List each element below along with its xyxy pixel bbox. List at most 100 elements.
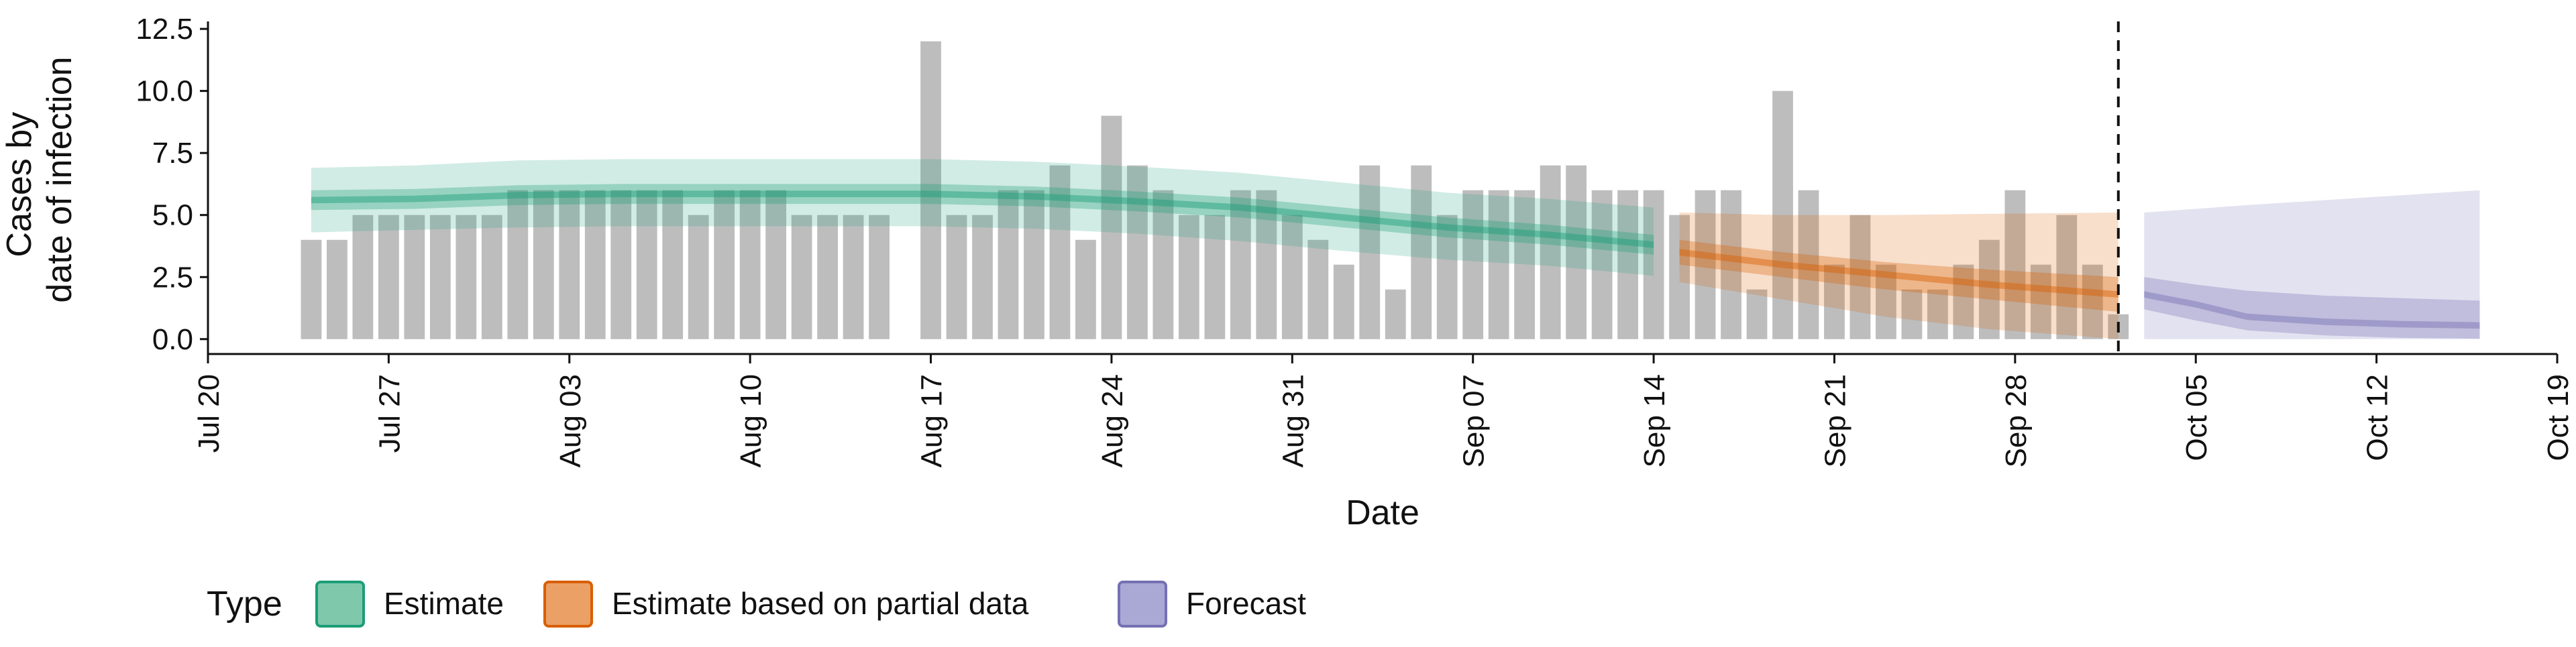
bar bbox=[1230, 190, 1251, 339]
band-median-forecast bbox=[2144, 291, 2480, 329]
bar bbox=[1849, 215, 1871, 339]
bar bbox=[1462, 190, 1484, 339]
band-median-estimate bbox=[311, 190, 1654, 248]
bar bbox=[327, 239, 347, 339]
bar bbox=[688, 215, 709, 339]
bar bbox=[1824, 264, 1845, 339]
band-outer-forecast bbox=[2144, 190, 2480, 339]
bar bbox=[1591, 190, 1613, 339]
bar bbox=[1204, 215, 1226, 339]
band-inner-estimate-based-on-partial-data bbox=[1679, 239, 2118, 312]
x-tick-label: Oct 05 bbox=[2180, 374, 2213, 461]
bar bbox=[481, 215, 502, 339]
bar bbox=[1411, 165, 1432, 339]
bar bbox=[1721, 190, 1741, 339]
legend: Type Estimate Estimate based on partial d… bbox=[207, 581, 1306, 628]
bar bbox=[972, 215, 993, 339]
bar bbox=[2004, 190, 2026, 339]
bar bbox=[1281, 215, 1303, 339]
bar bbox=[1024, 190, 1044, 339]
bar bbox=[636, 190, 657, 339]
bar bbox=[1643, 190, 1664, 339]
band-median-estimate-based-on-partial-data bbox=[1679, 249, 2118, 298]
legend-key bbox=[543, 581, 593, 628]
bar bbox=[1978, 239, 2000, 339]
bar bbox=[1772, 91, 1793, 339]
bar bbox=[352, 215, 374, 339]
bar bbox=[1488, 190, 1509, 339]
bar bbox=[1333, 264, 1354, 339]
x-tick-label: Aug 31 bbox=[1277, 374, 1309, 467]
bar bbox=[404, 215, 425, 339]
y-tick-label: 0.0 bbox=[152, 323, 193, 356]
y-tick-label: 7.5 bbox=[152, 137, 193, 170]
y-axis-title-line-2: date of infection bbox=[40, 56, 79, 302]
bar bbox=[739, 190, 761, 339]
bar bbox=[946, 215, 967, 339]
bar bbox=[662, 190, 684, 339]
band-outer-estimate bbox=[311, 159, 1654, 276]
y-tick-label: 5.0 bbox=[152, 199, 193, 232]
bar bbox=[843, 215, 864, 339]
bar bbox=[714, 190, 735, 339]
bar bbox=[1798, 190, 1819, 339]
bar bbox=[1049, 165, 1071, 339]
bar bbox=[1359, 165, 1381, 339]
bar bbox=[378, 215, 399, 339]
y-tick-label: 2.5 bbox=[152, 261, 193, 294]
x-tick-label: Sep 28 bbox=[2000, 374, 2033, 467]
bar bbox=[429, 215, 451, 339]
bar bbox=[1540, 165, 1561, 339]
bar bbox=[2056, 215, 2078, 339]
bar bbox=[1746, 289, 1768, 339]
bar bbox=[1307, 239, 1329, 339]
y-tick-label: 12.5 bbox=[136, 13, 193, 46]
bar bbox=[455, 215, 477, 339]
x-tick-label: Oct 12 bbox=[2361, 374, 2394, 461]
bar bbox=[1901, 289, 1923, 339]
bar bbox=[869, 215, 890, 339]
bar bbox=[533, 190, 554, 339]
y-ticks-layer: 0.0 2.5 5.0 7.5 10.0 12.5 bbox=[136, 13, 208, 356]
bar bbox=[765, 190, 787, 339]
x-ticks-layer: Jul 20 Jul 27 Aug 03 Aug 10 Aug 17 Aug 24 Aug … bbox=[193, 354, 2575, 467]
x-tick-label: Aug 24 bbox=[1096, 374, 1129, 467]
bar bbox=[1152, 190, 1174, 339]
bar bbox=[1514, 190, 1536, 339]
bar bbox=[1178, 215, 1199, 339]
bar bbox=[1695, 190, 1716, 339]
bar bbox=[1436, 215, 1458, 339]
x-tick-label: Sep 21 bbox=[1819, 374, 1851, 467]
x-tick-label: Sep 14 bbox=[1638, 374, 1671, 467]
y-axis-title: Cases by date of infection bbox=[0, 56, 79, 302]
bar bbox=[610, 190, 632, 339]
bar bbox=[1953, 264, 1974, 339]
bar bbox=[2082, 264, 2103, 339]
axes-layer bbox=[207, 21, 2557, 355]
bar bbox=[1075, 239, 1096, 339]
bands-layer bbox=[311, 159, 2480, 339]
legend-key bbox=[315, 581, 365, 628]
x-tick-label: Sep 07 bbox=[1458, 374, 1491, 467]
bar bbox=[1927, 289, 1948, 339]
y-tick-label: 10.0 bbox=[136, 75, 193, 108]
bar bbox=[301, 239, 322, 339]
bar bbox=[1669, 215, 1690, 339]
bar bbox=[1127, 165, 1148, 339]
legend-label: Forecast bbox=[1186, 586, 1306, 621]
x-tick-label: Oct 19 bbox=[2542, 374, 2575, 461]
bar bbox=[1256, 190, 1277, 339]
bar bbox=[920, 41, 941, 339]
x-tick-label: Aug 03 bbox=[554, 374, 587, 467]
x-axis-title: Date bbox=[1346, 493, 1419, 532]
x-tick-label: Jul 20 bbox=[193, 374, 225, 453]
y-axis-title-line-1: Cases by bbox=[0, 112, 39, 257]
bar bbox=[998, 190, 1019, 339]
legend-label: Estimate based on partial data bbox=[612, 586, 1029, 621]
bar bbox=[1101, 115, 1122, 339]
bar bbox=[559, 190, 580, 339]
band-outer-estimate-based-on-partial-data bbox=[1679, 213, 2118, 339]
band-inner-forecast bbox=[2144, 277, 2480, 339]
